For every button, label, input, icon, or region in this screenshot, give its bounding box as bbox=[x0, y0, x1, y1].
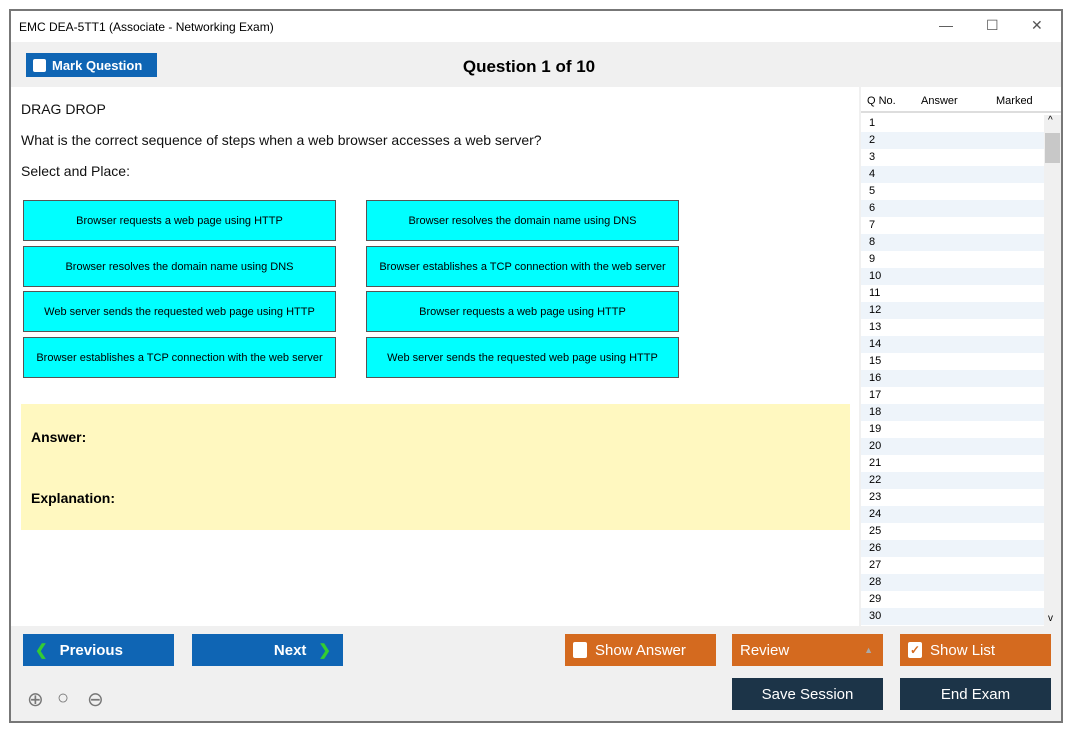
chevron-left-icon: ❮ bbox=[35, 642, 48, 659]
header-qno[interactable]: Q No. bbox=[867, 95, 896, 107]
explanation-label: Explanation: bbox=[31, 490, 116, 506]
previous-label: Previous bbox=[59, 641, 123, 659]
show-answer-label: Show Answer bbox=[595, 641, 686, 659]
list-item[interactable]: 4 bbox=[861, 166, 1044, 183]
answer-panel: Answer: Explanation: bbox=[21, 404, 850, 530]
checkmark-icon: ✓ bbox=[908, 642, 922, 658]
list-item[interactable]: 7 bbox=[869, 219, 876, 231]
review-label: Review bbox=[740, 641, 790, 659]
question-text: What is the correct sequence of steps wh… bbox=[21, 132, 542, 148]
list-rows: 1 2 3 4 5 6 7 8 9 10 11 12 13 14 15 16 17 18 19 20 21 22 23 24 2… bbox=[861, 113, 1061, 625]
list-item[interactable]: 27 bbox=[869, 559, 882, 571]
header-marked[interactable]: Marked bbox=[996, 95, 1033, 107]
drag-item[interactable]: Browser resolves the domain name using D… bbox=[23, 246, 336, 287]
save-session-button[interactable]: Save Session bbox=[732, 678, 883, 710]
list-item[interactable]: 24 bbox=[861, 506, 1044, 523]
mark-label: Mark Question bbox=[52, 57, 143, 73]
list-item[interactable]: 19 bbox=[869, 423, 882, 435]
previous-button[interactable]: ❮ Previous bbox=[23, 634, 174, 666]
drop-item[interactable]: Browser establishes a TCP connection wit… bbox=[366, 246, 679, 287]
list-item[interactable]: 11 bbox=[869, 287, 881, 299]
scrollbar[interactable]: ^ v bbox=[1044, 115, 1061, 626]
next-label: Next bbox=[273, 641, 307, 659]
title-bar: EMC DEA-5TT1 (Associate - Networking Exa… bbox=[11, 11, 1061, 42]
window-title: EMC DEA-5TT1 (Associate - Networking Exa… bbox=[19, 20, 274, 34]
drop-item[interactable]: Web server sends the requested web page … bbox=[366, 337, 679, 378]
zoom-out-icon[interactable]: ⊖ bbox=[87, 689, 104, 711]
checkbox-icon bbox=[33, 58, 46, 72]
list-item[interactable]: 8 bbox=[861, 234, 1044, 251]
question-list: Q No. Answer Marked 1 2 3 4 5 6 7 8 9 10 11 12 13 14 1… bbox=[861, 87, 1061, 626]
end-exam-button[interactable]: End Exam bbox=[900, 678, 1051, 710]
drag-item[interactable]: Browser establishes a TCP connection wit… bbox=[23, 337, 336, 378]
header-answer[interactable]: Answer bbox=[921, 95, 958, 107]
list-item[interactable]: 25 bbox=[869, 525, 882, 537]
maximize-icon[interactable]: ☐ bbox=[986, 17, 999, 33]
toolbar: Mark Question Question 1 of 10 bbox=[11, 42, 1061, 87]
list-item[interactable]: 9 bbox=[869, 253, 876, 265]
list-item[interactable]: 20 bbox=[861, 438, 1044, 455]
list-item[interactable]: 18 bbox=[861, 404, 1044, 421]
list-item[interactable]: 28 bbox=[861, 574, 1044, 591]
list-item[interactable]: 2 bbox=[861, 132, 1044, 149]
zoom-in-icon[interactable]: ⊕ bbox=[27, 689, 44, 711]
list-item[interactable]: 5 bbox=[869, 185, 876, 197]
chevron-right-icon: ❯ bbox=[318, 642, 331, 659]
drop-item[interactable]: Browser requests a web page using HTTP bbox=[366, 291, 679, 332]
question-content: DRAG DROP What is the correct sequence o… bbox=[11, 87, 859, 626]
question-title: Question 1 of 10 bbox=[462, 57, 596, 76]
list-item[interactable]: 13 bbox=[869, 321, 882, 333]
mark-question-button[interactable]: Mark Question bbox=[26, 53, 157, 77]
scroll-thumb[interactable] bbox=[1045, 133, 1060, 163]
minimize-icon[interactable]: — bbox=[939, 17, 953, 33]
checkbox-icon bbox=[573, 642, 587, 658]
close-icon[interactable]: ✕ bbox=[1031, 17, 1043, 33]
answer-label: Answer: bbox=[31, 429, 87, 445]
list-item[interactable]: 10 bbox=[861, 268, 1044, 285]
scroll-down-icon[interactable]: v bbox=[1048, 613, 1053, 624]
next-button[interactable]: Next ❯ bbox=[192, 634, 343, 666]
list-item[interactable]: 30 bbox=[861, 608, 1044, 625]
list-item[interactable]: 1 bbox=[869, 117, 876, 129]
show-list-label: Show List bbox=[930, 641, 996, 659]
review-dropdown[interactable]: Review ▲ bbox=[732, 634, 883, 666]
list-item[interactable]: 21 bbox=[869, 457, 882, 469]
list-item[interactable]: 29 bbox=[869, 593, 882, 605]
list-item[interactable]: 26 bbox=[861, 540, 1044, 557]
list-item[interactable]: 15 bbox=[869, 355, 882, 367]
app-window: EMC DEA-5TT1 (Associate - Networking Exa… bbox=[9, 9, 1063, 723]
show-list-button[interactable]: ✓ Show List bbox=[900, 634, 1051, 666]
list-header: Q No. Answer Marked bbox=[861, 87, 1061, 113]
list-item[interactable]: 6 bbox=[861, 200, 1044, 217]
caret-up-icon: ▲ bbox=[864, 645, 873, 655]
instruction: Select and Place: bbox=[21, 163, 130, 179]
zoom-reset-icon[interactable]: ○ bbox=[57, 687, 70, 709]
list-item[interactable]: 12 bbox=[861, 302, 1044, 319]
list-item[interactable]: 17 bbox=[869, 389, 882, 401]
scroll-up-icon[interactable]: ^ bbox=[1048, 115, 1053, 126]
list-item[interactable]: 14 bbox=[861, 336, 1044, 353]
list-item[interactable]: 22 bbox=[861, 472, 1044, 489]
drop-item[interactable]: Browser resolves the domain name using D… bbox=[366, 200, 679, 241]
drag-item[interactable]: Web server sends the requested web page … bbox=[23, 291, 336, 332]
question-type: DRAG DROP bbox=[21, 101, 106, 117]
show-answer-button[interactable]: Show Answer bbox=[565, 634, 716, 666]
list-item[interactable]: 16 bbox=[861, 370, 1044, 387]
list-item[interactable]: 23 bbox=[869, 491, 882, 503]
drag-item[interactable]: Browser requests a web page using HTTP bbox=[23, 200, 336, 241]
list-item[interactable]: 3 bbox=[869, 151, 876, 163]
